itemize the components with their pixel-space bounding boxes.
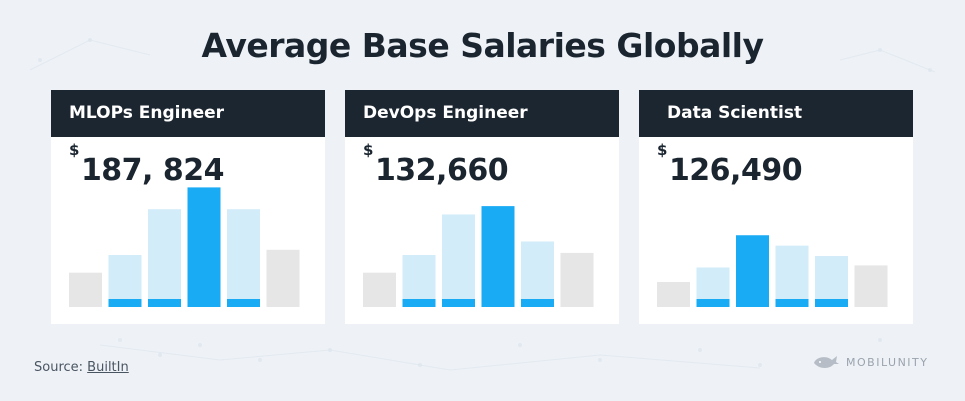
- bar-2: [402, 255, 436, 307]
- salary-amount: 187, 824: [80, 153, 225, 188]
- salary-value: $132,660: [363, 141, 509, 188]
- bar-5: [227, 209, 260, 307]
- salary-amount: 126,490: [668, 153, 803, 188]
- bar-2-base: [402, 299, 436, 307]
- source-link[interactable]: BuiltIn: [87, 360, 129, 375]
- whale-icon: [814, 356, 839, 368]
- currency-symbol: $: [657, 141, 667, 159]
- bar-6: [266, 249, 300, 307]
- card-header: DevOps Engineer: [345, 90, 619, 137]
- card-header: MLOPs Engineer: [51, 90, 325, 137]
- salary-amount: 132,660: [374, 153, 509, 188]
- page-title: Average Base Salaries Globally: [201, 26, 764, 65]
- bar-1: [657, 282, 690, 307]
- salary-bar-chart: [69, 187, 300, 307]
- bar-5-base: [815, 299, 848, 307]
- bar-5-base: [227, 299, 260, 307]
- currency-symbol: $: [69, 141, 79, 159]
- bar-2-base: [696, 299, 730, 307]
- bar-1: [69, 272, 102, 307]
- bar-5-base: [521, 299, 554, 307]
- bar-2-base: [108, 299, 142, 307]
- bar-3: [442, 214, 475, 307]
- bar-2: [108, 255, 142, 307]
- bar-6: [854, 265, 888, 307]
- bar-3: [736, 235, 769, 307]
- salary-value: $126,490: [657, 141, 803, 188]
- salary-card-devops: DevOps Engineer $132,660: [345, 90, 619, 324]
- source-label: Source:: [34, 360, 84, 375]
- bar-3-base: [148, 299, 181, 307]
- bar-6: [560, 252, 594, 307]
- salary-value: $187, 824: [69, 141, 225, 188]
- bar-4: [481, 206, 515, 307]
- bar-4-base: [775, 299, 809, 307]
- salary-card-data-scientist: Data Scientist $126,490: [639, 90, 913, 324]
- salary-card-mlops: MLOPs Engineer $187, 824: [51, 90, 325, 324]
- brand-logo: MOBILUNITY: [812, 350, 942, 374]
- bar-3-base: [442, 299, 475, 307]
- salary-bar-chart: [657, 235, 888, 307]
- bar-4: [775, 245, 809, 307]
- card-header: Data Scientist: [639, 90, 913, 137]
- bar-5: [815, 256, 848, 307]
- bar-5: [521, 241, 554, 307]
- brand-name: MOBILUNITY: [846, 355, 929, 369]
- salary-bar-chart: [363, 206, 594, 307]
- bar-4: [187, 187, 221, 307]
- currency-symbol: $: [363, 141, 373, 159]
- bar-3: [148, 209, 181, 307]
- bar-1: [363, 272, 396, 307]
- source-note: Source: BuiltIn: [34, 360, 129, 375]
